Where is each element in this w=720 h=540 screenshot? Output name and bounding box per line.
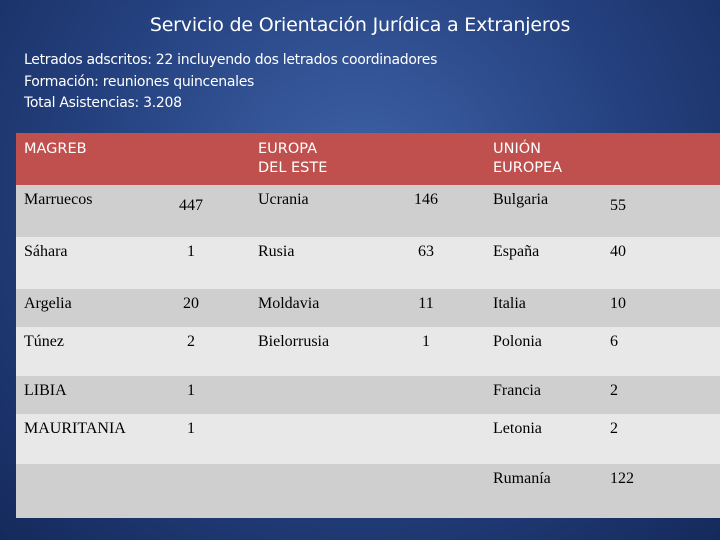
header-union-europea: UNIÓN EUROPEA: [493, 141, 563, 176]
ue-country: Francia: [493, 382, 541, 399]
ue-count: 6: [610, 333, 618, 350]
slide-title: Servicio de Orientación Jurídica a Extra…: [149, 14, 571, 36]
info-asistencias: Total Asistencias: 3.208: [24, 95, 182, 111]
magreb-country: Argelia: [24, 295, 72, 312]
header-magreb: MAGREB: [24, 141, 87, 157]
este-count: 63: [418, 243, 434, 260]
ue-count: 40: [610, 243, 626, 260]
magreb-count: 1: [187, 243, 195, 260]
table-row: MAURITANIA 1 Letonia 2: [16, 414, 720, 464]
este-count: [399, 376, 453, 414]
magreb-count: 1: [187, 420, 195, 437]
table-row: Rumanía 122: [16, 464, 720, 518]
magreb-count: 2: [187, 333, 195, 350]
magreb-country: MAURITANIA: [24, 420, 126, 437]
ue-country: Polonia: [493, 333, 542, 350]
ue-country: Bulgaria: [493, 191, 549, 208]
info-block: Letrados adscritos: 22 incluyendo dos le…: [24, 50, 437, 115]
ue-count: 2: [610, 420, 618, 437]
magreb-country: Túnez: [24, 333, 64, 350]
este-count: [399, 464, 453, 518]
este-count: 146: [414, 191, 438, 208]
este-count: 11: [418, 295, 434, 312]
info-formacion: Formación: reuniones quincenales: [24, 73, 255, 90]
ue-country: Rumanía: [493, 470, 551, 487]
table-header: MAGREB EUROPA DEL ESTE UNIÓN EUROPEA: [16, 133, 720, 185]
ue-country: Italia: [493, 295, 526, 312]
magreb-country: LIBIA: [24, 382, 67, 399]
este-count: [399, 414, 453, 464]
este-country: Moldavia: [258, 295, 320, 312]
header-europa-este: EUROPA DEL ESTE: [258, 141, 328, 176]
table-row: Túnez 2 Bielorrusia 1 Polonia 6: [16, 327, 720, 376]
table-row: Marruecos 447 Ucrania 146 Bulgaria 55: [16, 185, 720, 237]
este-country: Rusia: [258, 243, 295, 260]
table-row: Sáhara 1 Rusia 63 España 40: [16, 237, 720, 289]
magreb-count: 447: [179, 197, 203, 214]
este-country: Bielorrusia: [258, 333, 330, 350]
ue-count: 2: [610, 382, 618, 399]
este-country: Ucrania: [258, 191, 309, 208]
ue-count: 55: [610, 197, 626, 214]
ue-count: 10: [610, 295, 626, 312]
ue-country: Letonia: [493, 420, 542, 437]
info-letrados: Letrados adscritos: 22 incluyendo dos le…: [24, 52, 438, 68]
asistencias-table: MAGREB EUROPA DEL ESTE UNIÓN EUROPEA Mar…: [16, 133, 720, 518]
table-row: LIBIA 1 Francia 2: [16, 376, 720, 414]
ue-count: 122: [610, 470, 634, 487]
magreb-country: Marruecos: [24, 191, 93, 208]
table-row: Argelia 20 Moldavia 11 Italia 10: [16, 289, 720, 327]
magreb-count: 20: [183, 295, 199, 312]
magreb-count: 1: [187, 382, 195, 399]
magreb-count: [166, 464, 216, 518]
ue-country: España: [493, 243, 540, 260]
este-count: 1: [422, 333, 430, 350]
magreb-country: Sáhara: [24, 243, 68, 260]
